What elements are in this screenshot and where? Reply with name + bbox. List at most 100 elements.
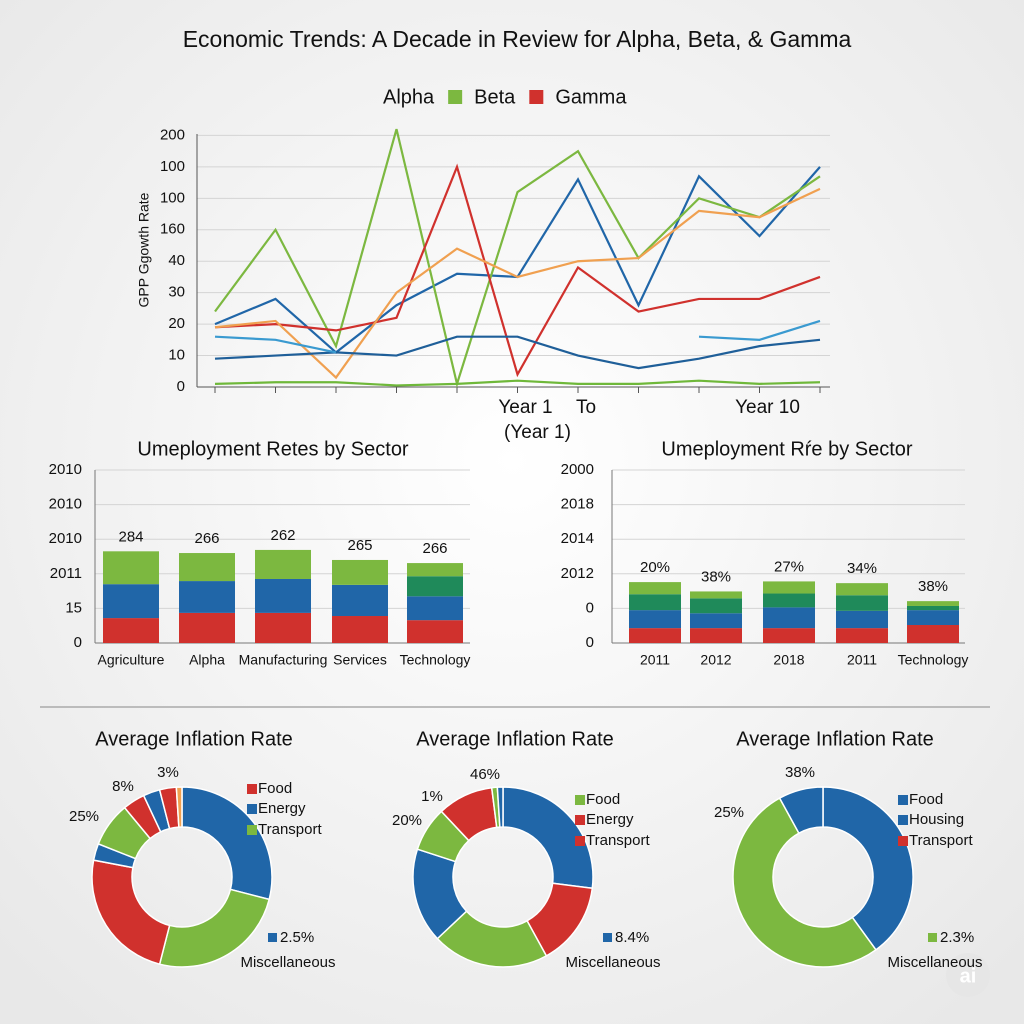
x-tick-label: To — [576, 397, 596, 418]
bar-segment — [690, 591, 742, 599]
bar-segment — [763, 593, 815, 608]
legend-swatch — [898, 836, 908, 846]
bar-label: 262 — [270, 527, 295, 544]
legend-label: Beta — [474, 86, 516, 108]
bar-segment — [907, 610, 959, 626]
legend-swatch — [529, 90, 544, 104]
line-series — [214, 187, 821, 380]
legend-swatch — [898, 815, 908, 825]
chart-title: Umeployment Retes by Sector — [137, 438, 409, 460]
bar-label: 20% — [640, 559, 670, 576]
legend-swatch — [247, 804, 257, 814]
y-tick-label: 2010 — [49, 530, 82, 547]
legend-label: Housing — [909, 811, 964, 828]
bar-segment — [407, 596, 463, 621]
y-tick-label: 200 — [160, 126, 185, 143]
pie-annotation: 8.4% — [615, 929, 649, 946]
x-tick-label: Services — [333, 652, 387, 668]
y-tick-label: 160 — [160, 221, 185, 238]
y-tick-label: 2000 — [561, 461, 594, 478]
legend-label: Transport — [909, 832, 973, 849]
bar-label: 38% — [918, 578, 948, 595]
watermark: ai — [960, 965, 977, 987]
line-series — [214, 163, 821, 378]
pie-slice — [778, 786, 824, 835]
legend-label: Gamma — [555, 86, 627, 108]
bar-label: 34% — [847, 560, 877, 577]
pie-annotation: 25% — [69, 808, 99, 825]
bar-segment — [332, 584, 388, 617]
chart-title: Umeployment Rŕe by Sector — [661, 438, 913, 460]
page-title: Economic Trends: A Decade in Review for … — [183, 26, 852, 52]
line-series — [698, 319, 821, 341]
x-tick-label: Agriculture — [98, 652, 165, 668]
pie-annotation: Miscellaneous — [887, 954, 982, 971]
pie-annotation: Miscellaneous — [565, 954, 660, 971]
pie-annotation: 3% — [157, 764, 179, 781]
bar-segment — [690, 613, 742, 629]
y-axis-label: GPP Ggowth Rate — [136, 192, 152, 307]
bar-label: 27% — [774, 558, 804, 575]
bar-segment — [763, 607, 815, 629]
pie-annotation: 2.5% — [280, 929, 314, 946]
y-tick-label: 10 — [168, 347, 185, 364]
legend-swatch — [898, 795, 908, 805]
y-tick-label: 2018 — [561, 496, 594, 513]
x-tick-label: 2011 — [640, 652, 670, 668]
bar-segment — [690, 598, 742, 614]
bar-segment — [629, 610, 681, 629]
legend-label: Food — [586, 791, 620, 808]
legend-label: Food — [909, 791, 943, 808]
bar-segment — [179, 581, 235, 613]
x-tick-label: Technology — [898, 652, 969, 668]
chart-title: Average Inflation Rate — [736, 728, 934, 750]
bar-segment — [179, 612, 235, 643]
pie-annotation: 2.3% — [940, 929, 974, 946]
bar-segment — [907, 605, 959, 611]
legend-swatch — [575, 815, 585, 825]
bar-segment — [103, 584, 159, 619]
legend-swatch — [448, 90, 463, 104]
y-tick-label: 40 — [168, 252, 185, 269]
legend-label: Transport — [258, 821, 322, 838]
x-tick-label: Alpha — [189, 652, 225, 668]
pie-annotation: 8% — [112, 778, 134, 795]
line-series — [214, 335, 337, 354]
y-tick-label: 30 — [168, 284, 185, 301]
y-tick-label: 2012 — [561, 565, 594, 582]
y-tick-label: 0 — [177, 378, 185, 395]
y-tick-label: 2014 — [561, 530, 594, 547]
chart-title: Average Inflation Rate — [95, 728, 293, 750]
legend-swatch — [575, 836, 585, 846]
bar-segment — [629, 594, 681, 611]
bar-segment — [836, 628, 888, 643]
bar-label: 266 — [422, 540, 447, 557]
x-tick-label: Year 10 — [735, 397, 800, 418]
bar-segment — [255, 578, 311, 613]
pie-slice — [175, 786, 183, 828]
y-tick-label: 0 — [586, 599, 594, 616]
pie-slice — [181, 786, 273, 901]
pie-slice — [822, 786, 914, 951]
bar-segment — [629, 628, 681, 643]
y-tick-label: 2010 — [49, 496, 82, 513]
annotation-marker — [928, 933, 937, 942]
pie-annotation: 25% — [714, 804, 744, 821]
line-series — [214, 128, 821, 388]
x-tick-label: Year 1 — [498, 397, 552, 418]
pie-annotation: 46% — [470, 766, 500, 783]
x-tick-label: Manufacturing — [239, 652, 328, 668]
y-tick-label: 100 — [160, 189, 185, 206]
x-tick-label: 2018 — [773, 652, 804, 668]
y-tick-label: 0 — [586, 634, 594, 651]
annotation-marker — [603, 933, 612, 942]
pie-annotation: Miscellaneous — [240, 954, 335, 971]
bar-segment — [255, 612, 311, 643]
legend-label: Food — [258, 780, 292, 797]
bar-segment — [763, 581, 815, 594]
bar-label: 266 — [194, 530, 219, 547]
bar-segment — [332, 559, 388, 585]
y-tick-label: 20 — [168, 315, 185, 332]
bar-segment — [763, 628, 815, 643]
